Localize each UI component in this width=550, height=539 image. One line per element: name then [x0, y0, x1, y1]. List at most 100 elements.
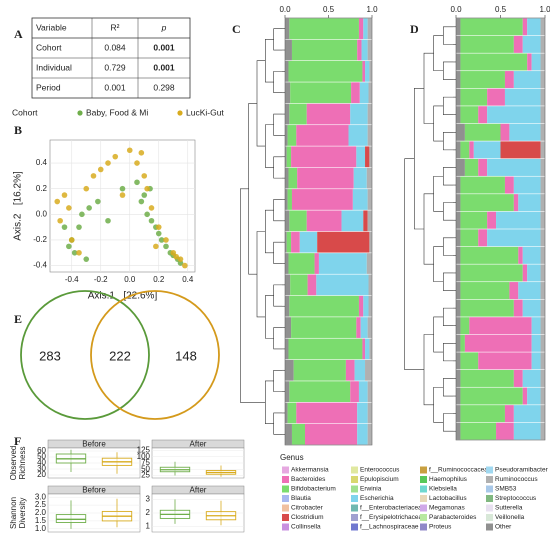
y-tick-label: 2.5: [35, 500, 47, 509]
bar-segment: [296, 402, 358, 424]
point: [119, 192, 126, 198]
y-tick-label: 2.0: [35, 508, 47, 517]
bar-segment: [464, 334, 532, 352]
bar-segment: [285, 103, 290, 125]
bar-segment: [285, 82, 291, 104]
legend-swatch: [282, 523, 289, 531]
bar-segment: [287, 402, 297, 424]
point: [119, 185, 126, 192]
legend-swatch: [420, 495, 427, 502]
dendrogram-branch: [423, 193, 434, 265]
legend-label: SMB53: [495, 486, 517, 493]
y-tick-label: 3: [146, 495, 151, 504]
bar-segment: [285, 274, 291, 296]
point: [134, 160, 140, 166]
bar-segment: [369, 61, 372, 82]
bar-segment: [288, 253, 315, 274]
bar-segment: [285, 125, 288, 146]
dendrogram-branch: [265, 209, 274, 254]
point: [182, 262, 188, 269]
point: [66, 205, 72, 211]
bar-segment: [540, 334, 545, 352]
bar-segment: [456, 88, 461, 106]
bar-segment: [341, 210, 364, 232]
bar-segment: [540, 71, 545, 89]
bar-segment: [291, 189, 353, 210]
bar-segment: [365, 146, 370, 168]
dendrogram-branch: [433, 105, 444, 142]
dendrogram-branch: [443, 272, 453, 291]
bar-segment: [291, 146, 357, 168]
bar-segment: [285, 317, 292, 338]
bar-segment: [286, 146, 292, 168]
point: [79, 211, 85, 218]
bar-segment: [513, 299, 523, 317]
point: [148, 217, 155, 224]
dendrogram-branch: [443, 96, 453, 116]
bar-segment: [285, 295, 290, 317]
bar-segment: [500, 141, 541, 159]
bar-segment: [352, 189, 368, 210]
legend-label: Collinsella: [291, 524, 321, 531]
dendrogram-branch: [273, 369, 282, 392]
bar-segment: [540, 53, 545, 71]
bar-segment: [456, 405, 461, 423]
bar-segment: [522, 18, 528, 36]
x-axis-label: Axis.1 [22.6%]: [88, 291, 158, 302]
bar-segment: [365, 338, 370, 360]
y-tick-label: 0.2: [36, 184, 48, 193]
panel-label: F: [14, 434, 21, 448]
bar-segment: [540, 35, 545, 53]
point: [86, 205, 92, 211]
bar-segment: [522, 246, 541, 264]
bar-segment: [357, 39, 362, 61]
bar-segment: [316, 274, 369, 296]
point: [163, 237, 169, 243]
legend-label: Sutterella: [495, 505, 523, 512]
legend-title: Genus: [280, 453, 304, 462]
legend-swatch: [486, 495, 493, 502]
dendrogram: [240, 28, 285, 435]
point: [170, 249, 177, 256]
y-tick-label: 2: [146, 508, 151, 517]
bar-segment: [369, 146, 372, 168]
bar-segment: [540, 387, 545, 405]
dendrogram-branch: [433, 316, 444, 353]
dendrogram-branch: [273, 327, 282, 350]
venn-count: 222: [109, 348, 131, 363]
dendrogram-branch: [273, 241, 282, 264]
legend-swatch: [420, 514, 427, 521]
bar-segment: [513, 422, 541, 440]
y-axis-label: Shannon: [9, 497, 18, 529]
panel-label: D: [410, 22, 419, 36]
legend-swatch: [486, 514, 493, 521]
bar-segment: [456, 334, 461, 352]
legend-label: Ruminococcus: [495, 476, 538, 483]
y-tick-label: 75: [141, 458, 150, 467]
legend-label: Akkermansia: [291, 467, 329, 474]
point: [134, 179, 140, 186]
bar-segment: [285, 39, 292, 61]
bar-segment: [359, 82, 369, 104]
legend-label: f__Erysipelotrichaceae: [360, 514, 426, 521]
y-tick-label: 60: [37, 446, 46, 455]
bar-segment: [522, 387, 528, 405]
point: [76, 224, 82, 230]
dendrogram-branch: [404, 158, 424, 370]
legend-swatch: [282, 485, 289, 493]
point: [153, 243, 159, 250]
point: [71, 249, 78, 256]
dendrogram-branch: [443, 307, 453, 327]
legend-swatch: [351, 523, 358, 531]
legend-swatch: [351, 514, 358, 521]
x-tick-label: 0.0: [450, 5, 462, 14]
bar-segment: [290, 82, 352, 104]
legend-swatch: [351, 476, 358, 483]
legend-label: f__Ruminococcaceae: [429, 467, 492, 474]
y-tick-label: 1.5: [35, 516, 47, 525]
bar-segment: [527, 264, 541, 282]
bar-segment: [456, 71, 461, 89]
bar-segment: [460, 334, 465, 352]
y-tick-label: 40: [37, 458, 46, 467]
